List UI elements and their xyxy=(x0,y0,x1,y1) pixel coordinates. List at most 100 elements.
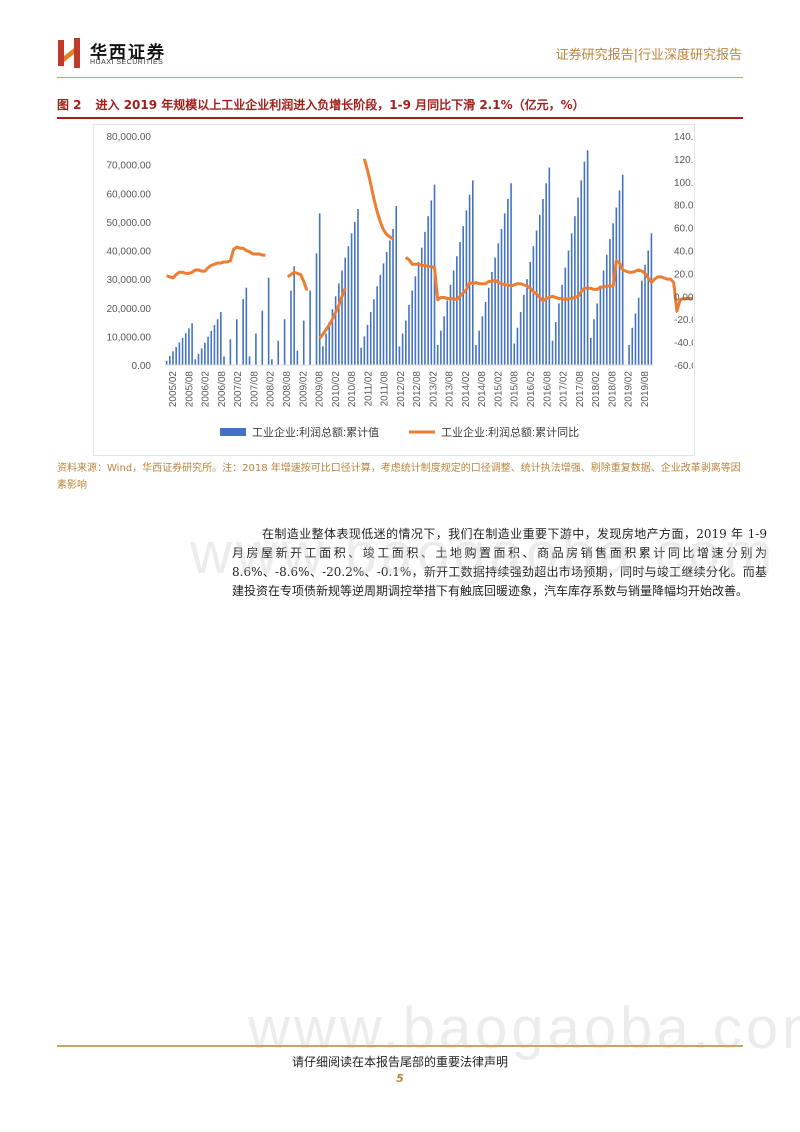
header-divider xyxy=(57,77,743,78)
bar xyxy=(168,355,171,365)
bar xyxy=(507,198,509,365)
bar xyxy=(363,336,366,366)
bar xyxy=(245,287,248,365)
bar xyxy=(408,304,410,365)
bar xyxy=(328,322,331,365)
bar xyxy=(191,323,193,365)
bar xyxy=(207,336,209,365)
left-tick-label: 10,000.00 xyxy=(107,332,152,343)
bar xyxy=(417,261,420,365)
line-segment xyxy=(286,270,309,292)
bar xyxy=(516,327,519,365)
page-number: 5 xyxy=(396,1072,404,1085)
bar xyxy=(529,261,531,365)
bar xyxy=(357,208,359,365)
bar xyxy=(647,250,650,365)
x-axis: 2005/02 2005/08 2006/02 2006/08 2007/02 2007/… xyxy=(165,364,653,408)
bar xyxy=(213,324,216,365)
report-type-label: 证券研究报告|行业深度研究报告 xyxy=(555,48,742,63)
bar xyxy=(519,312,522,365)
bar xyxy=(481,316,484,365)
bar xyxy=(618,190,621,365)
bar xyxy=(449,284,452,365)
right-tick-label: -60.00 xyxy=(674,361,693,372)
bar xyxy=(405,320,407,365)
bar xyxy=(184,333,187,365)
bar xyxy=(382,263,385,365)
bar xyxy=(277,340,280,365)
bar xyxy=(574,216,576,365)
x-tick-label: 2016/02 xyxy=(526,371,537,408)
bar xyxy=(296,350,299,365)
bar xyxy=(315,253,318,365)
bar xyxy=(554,322,557,365)
bar xyxy=(564,267,567,365)
left-tick-label: 80,000.00 xyxy=(107,132,152,143)
bar xyxy=(420,247,423,365)
left-tick-label: 40,000.00 xyxy=(107,247,152,258)
bar xyxy=(347,246,350,365)
bar xyxy=(175,346,177,365)
bar xyxy=(360,347,362,365)
bar xyxy=(353,221,356,366)
bar xyxy=(596,303,598,365)
bar xyxy=(462,226,465,365)
bar xyxy=(395,206,398,365)
logo-chinese-name: 华西证券 xyxy=(90,43,166,63)
body-paragraph: 在制造业整体表现低迷的情况下，我们在制造业重要下游中，发现房地产方面，2019 … xyxy=(232,527,767,598)
bar xyxy=(548,167,551,365)
bar xyxy=(334,296,337,365)
bar xyxy=(567,250,570,365)
footer-divider xyxy=(57,1045,743,1047)
bar xyxy=(446,300,449,365)
bar xyxy=(538,214,541,365)
bar xyxy=(293,266,295,365)
bar xyxy=(373,299,375,365)
line-segment xyxy=(404,256,693,313)
bar xyxy=(235,319,238,365)
x-tick-label: 2012/08 xyxy=(412,371,423,408)
bar xyxy=(216,319,219,365)
bar xyxy=(452,270,455,365)
bar xyxy=(468,194,471,365)
bar xyxy=(385,251,388,365)
right-axis: -60.00 -40.00 -20.00 0.00 20.00 40.00 60.00 80.… xyxy=(674,132,693,372)
bar xyxy=(634,313,637,365)
bar xyxy=(261,310,264,365)
bar xyxy=(210,330,213,365)
bar xyxy=(344,257,346,365)
bar xyxy=(583,161,586,365)
x-tick-label: 2015/02 xyxy=(494,371,505,408)
bar xyxy=(341,270,343,365)
bar xyxy=(411,290,413,365)
bar xyxy=(478,330,480,365)
bar xyxy=(401,333,404,365)
x-tick-label: 2007/08 xyxy=(250,371,261,408)
bar xyxy=(338,283,340,365)
bar xyxy=(197,353,200,365)
bar xyxy=(181,337,184,365)
bar xyxy=(510,183,512,365)
bar xyxy=(545,183,547,365)
bar xyxy=(369,312,372,365)
huaxi-logo-icon xyxy=(58,38,80,68)
line-segment xyxy=(318,287,347,340)
bar xyxy=(172,351,174,365)
bar xyxy=(577,197,579,365)
line-series-group xyxy=(166,158,693,340)
left-tick-label: 70,000.00 xyxy=(107,161,152,172)
x-tick-label: 2007/02 xyxy=(233,371,244,408)
bar xyxy=(602,270,605,365)
left-tick-label: 60,000.00 xyxy=(107,189,152,200)
figure-title-rule xyxy=(57,117,743,119)
bar xyxy=(637,297,640,365)
x-tick-label: 2019/02 xyxy=(624,371,635,408)
bar xyxy=(290,290,292,365)
x-tick-label: 2018/02 xyxy=(591,371,602,408)
bar xyxy=(590,337,592,365)
bar xyxy=(471,180,474,365)
right-tick-label: 120.00 xyxy=(674,155,693,166)
right-tick-label: 80.00 xyxy=(674,201,693,212)
bar xyxy=(586,150,589,365)
bar xyxy=(644,264,646,365)
